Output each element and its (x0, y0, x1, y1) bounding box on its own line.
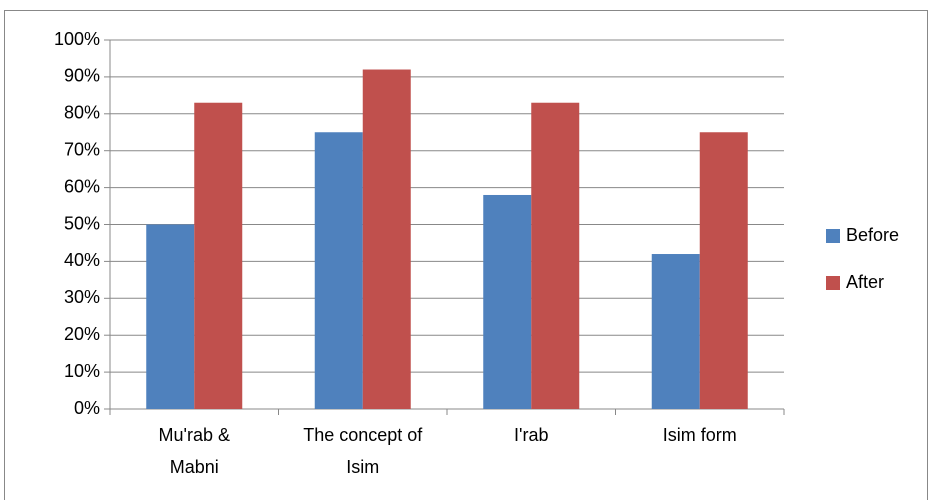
y-tick-label: 80% (64, 103, 100, 123)
x-tick-label: Mu'rab & Mabni (159, 425, 230, 477)
bar (194, 102, 243, 409)
legend-label: Before (846, 225, 899, 245)
x-tick-label: Isim form (663, 425, 737, 445)
y-tick-label: 10% (64, 361, 100, 381)
legend-swatch (826, 276, 840, 290)
y-tick-label: 30% (64, 287, 100, 307)
bar (314, 132, 363, 409)
y-tick-label: 100% (54, 29, 100, 49)
bar (531, 102, 580, 409)
y-tick-label: 20% (64, 324, 100, 344)
bar (651, 254, 700, 409)
y-tick-label: 40% (64, 250, 100, 270)
bar (146, 224, 195, 409)
legend-label: After (846, 272, 884, 292)
chart-frame (4, 10, 928, 500)
x-tick-label: The concept of Isim (303, 425, 423, 477)
x-tick-label: I'rab (514, 425, 548, 445)
bar (483, 194, 532, 409)
y-tick-label: 90% (64, 66, 100, 86)
y-tick-label: 0% (74, 398, 100, 418)
y-tick-label: 60% (64, 176, 100, 196)
bar (699, 132, 748, 409)
y-tick-label: 70% (64, 139, 100, 159)
legend-swatch (826, 229, 840, 243)
y-tick-label: 50% (64, 213, 100, 233)
bar (362, 69, 411, 410)
